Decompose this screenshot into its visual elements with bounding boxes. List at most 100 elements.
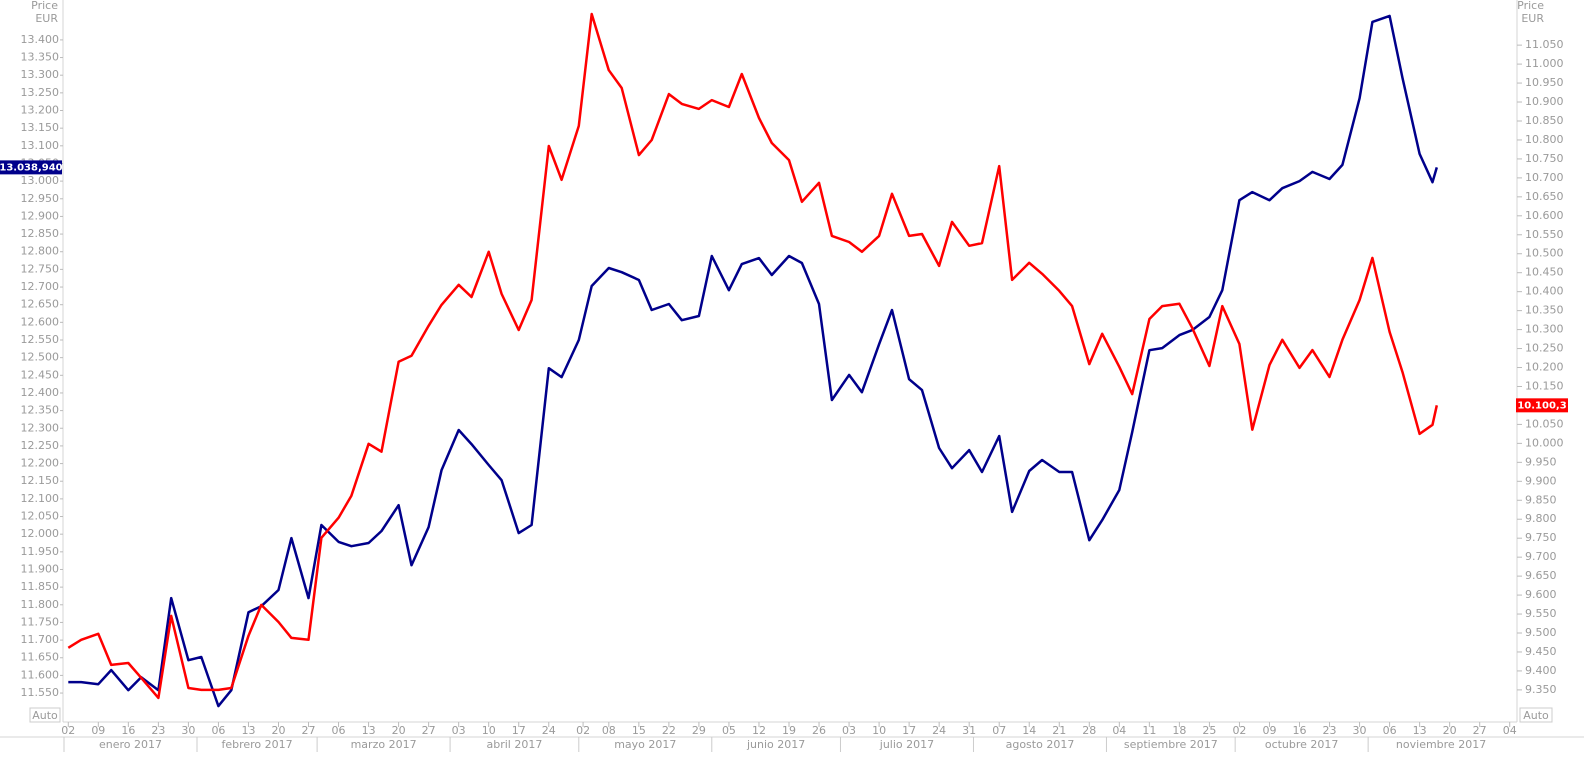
y-tick-label: 12.700 bbox=[21, 280, 60, 293]
x-tick-label: 04 bbox=[1112, 724, 1126, 737]
x-tick-label: 27 bbox=[422, 724, 436, 737]
y-axis-unit: EUR bbox=[35, 12, 58, 25]
x-tick-label: 06 bbox=[1383, 724, 1397, 737]
x-tick-label: 14 bbox=[1022, 724, 1036, 737]
y-tick-label: 12.900 bbox=[21, 209, 60, 222]
y2-tick-label: 10.650 bbox=[1525, 190, 1564, 203]
y-tick-label: 12.300 bbox=[21, 421, 60, 434]
x-tick-label: 10 bbox=[872, 724, 886, 737]
x-tick-label: 27 bbox=[1473, 724, 1487, 737]
y-tick-label: 12.050 bbox=[21, 510, 60, 523]
x-tick-label: 23 bbox=[151, 724, 165, 737]
y-axis-title: Price bbox=[31, 0, 58, 12]
y2-tick-label: 10.300 bbox=[1525, 323, 1564, 336]
y2-tick-label: 10.750 bbox=[1525, 152, 1564, 165]
y-tick-label: 12.450 bbox=[21, 368, 60, 381]
x-tick-label: 18 bbox=[1172, 724, 1186, 737]
x-tick-label: 31 bbox=[962, 724, 976, 737]
y-tick-label: 13.000 bbox=[21, 174, 60, 187]
month-label: agosto 2017 bbox=[1006, 738, 1075, 751]
y-tick-label: 12.950 bbox=[21, 192, 60, 205]
y-tick-label: 11.850 bbox=[21, 580, 60, 593]
month-label: febrero 2017 bbox=[221, 738, 292, 751]
x-tick-label: 09 bbox=[1262, 724, 1276, 737]
x-tick-label: 06 bbox=[332, 724, 346, 737]
x-tick-label: 15 bbox=[632, 724, 646, 737]
y2-tick-label: 9.550 bbox=[1525, 607, 1557, 620]
x-tick-label: 04 bbox=[1503, 724, 1517, 737]
x-tick-label: 25 bbox=[1202, 724, 1216, 737]
x-tick-label: 05 bbox=[722, 724, 736, 737]
y2-tick-label: 9.500 bbox=[1525, 626, 1557, 639]
x-tick-label: 16 bbox=[1293, 724, 1307, 737]
x-tick-label: 26 bbox=[812, 724, 826, 737]
y-tick-label: 13.300 bbox=[21, 68, 60, 81]
x-tick-label: 13 bbox=[241, 724, 255, 737]
scale-button[interactable] bbox=[29, 707, 61, 723]
x-tick-label: 07 bbox=[992, 724, 1006, 737]
y2-tick-label: 9.450 bbox=[1525, 645, 1557, 658]
y-tick-label: 12.750 bbox=[21, 262, 60, 275]
x-tick-label: 16 bbox=[121, 724, 135, 737]
y-tick-label: 12.100 bbox=[21, 492, 60, 505]
y-tick-label: 11.900 bbox=[21, 562, 60, 575]
x-tick-label: 20 bbox=[271, 724, 285, 737]
y-tick-label: 13.250 bbox=[21, 86, 60, 99]
y2-tick-label: 10.900 bbox=[1525, 95, 1564, 108]
month-label: septiembre 2017 bbox=[1124, 738, 1218, 751]
x-tick-label: 17 bbox=[902, 724, 916, 737]
x-tick-label: 13 bbox=[1413, 724, 1427, 737]
x-tick-label: 30 bbox=[1353, 724, 1367, 737]
y2-tick-label: 9.350 bbox=[1525, 683, 1557, 696]
y2-tick-label: 10.950 bbox=[1525, 76, 1564, 89]
x-tick-label: 27 bbox=[302, 724, 316, 737]
y-tick-label: 12.350 bbox=[21, 404, 60, 417]
y2-tick-label: 9.800 bbox=[1525, 512, 1557, 525]
month-label: octubre 2017 bbox=[1265, 738, 1339, 751]
month-label: marzo 2017 bbox=[351, 738, 417, 751]
scale-button-label[interactable]: Auto bbox=[1523, 709, 1549, 722]
y2-tick-label: 9.950 bbox=[1525, 455, 1557, 468]
x-tick-label: 06 bbox=[211, 724, 225, 737]
y2-tick-label: 10.200 bbox=[1525, 361, 1564, 374]
y2-tick-label: 10.400 bbox=[1525, 285, 1564, 298]
y-tick-label: 11.600 bbox=[21, 668, 60, 681]
y2-tick-label: 10.550 bbox=[1525, 228, 1564, 241]
x-tick-label: 11 bbox=[1142, 724, 1156, 737]
x-tick-label: 12 bbox=[752, 724, 766, 737]
scale-button[interactable] bbox=[1519, 707, 1553, 723]
x-tick-label: 19 bbox=[782, 724, 796, 737]
y-tick-label: 12.850 bbox=[21, 227, 60, 240]
month-label: mayo 2017 bbox=[614, 738, 676, 751]
y2-tick-label: 10.700 bbox=[1525, 171, 1564, 184]
y-tick-label: 12.650 bbox=[21, 298, 60, 311]
x-tick-label: 17 bbox=[512, 724, 526, 737]
y-tick-label: 13.200 bbox=[21, 104, 60, 117]
y-tick-label: 12.000 bbox=[21, 527, 60, 540]
y-tick-label: 13.100 bbox=[21, 139, 60, 152]
y2-tick-label: 10.850 bbox=[1525, 114, 1564, 127]
y-tick-label: 11.650 bbox=[21, 651, 60, 664]
y-tick-label: 13.150 bbox=[21, 121, 60, 134]
y2-tick-label: 9.850 bbox=[1525, 493, 1557, 506]
y-tick-label: 13.400 bbox=[21, 33, 60, 46]
x-tick-label: 10 bbox=[482, 724, 496, 737]
y2-tick-label: 9.600 bbox=[1525, 588, 1557, 601]
y-tick-label: 12.600 bbox=[21, 315, 60, 328]
y2-tick-label: 10.450 bbox=[1525, 266, 1564, 279]
y-tick-label: 12.500 bbox=[21, 351, 60, 364]
month-label: julio 2017 bbox=[879, 738, 934, 751]
y-tick-label: 12.150 bbox=[21, 474, 60, 487]
last-price-label: 13.038,940 bbox=[0, 162, 63, 173]
y2-tick-label: 9.700 bbox=[1525, 550, 1557, 563]
price-line bbox=[67, 12, 1439, 700]
y2-tick-label: 9.650 bbox=[1525, 569, 1557, 582]
y-tick-label: 12.550 bbox=[21, 333, 60, 346]
scale-button-label[interactable]: Auto bbox=[32, 709, 58, 722]
x-tick-label: 20 bbox=[1443, 724, 1457, 737]
month-label: noviembre 2017 bbox=[1396, 738, 1486, 751]
y-tick-label: 11.750 bbox=[21, 615, 60, 628]
x-tick-label: 02 bbox=[576, 724, 590, 737]
y2-tick-label: 10.500 bbox=[1525, 247, 1564, 260]
